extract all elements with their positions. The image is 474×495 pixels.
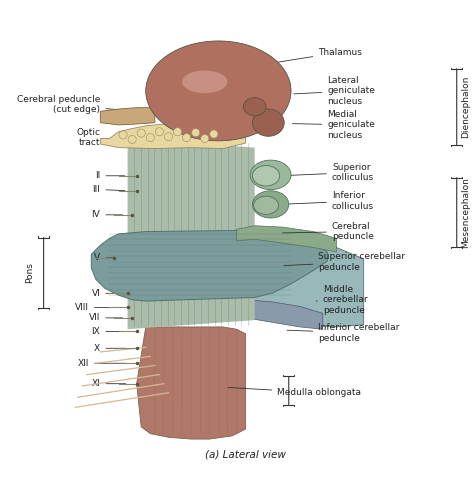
Text: Superior
colliculus: Superior colliculus bbox=[283, 163, 374, 182]
Text: Diencephalon: Diencephalon bbox=[461, 76, 470, 138]
Text: Middle
cerebellar
peduncle: Middle cerebellar peduncle bbox=[316, 285, 368, 315]
Text: Optic
tract: Optic tract bbox=[76, 128, 127, 148]
Text: V: V bbox=[94, 253, 113, 262]
Text: IX: IX bbox=[91, 327, 126, 336]
Text: Pons: Pons bbox=[26, 262, 35, 283]
Text: Cerebral peduncle
(cut edge): Cerebral peduncle (cut edge) bbox=[17, 95, 134, 114]
Polygon shape bbox=[219, 297, 323, 329]
Ellipse shape bbox=[253, 109, 284, 136]
Polygon shape bbox=[137, 327, 246, 439]
Circle shape bbox=[128, 135, 136, 144]
Polygon shape bbox=[91, 230, 328, 301]
Text: IV: IV bbox=[91, 210, 123, 219]
Ellipse shape bbox=[250, 160, 291, 190]
Ellipse shape bbox=[254, 196, 279, 214]
Text: VII: VII bbox=[89, 313, 123, 322]
Text: Medial
geniculate
nucleus: Medial geniculate nucleus bbox=[292, 110, 375, 140]
Text: Mesencephalon: Mesencephalon bbox=[461, 177, 470, 248]
Circle shape bbox=[173, 128, 182, 136]
Circle shape bbox=[191, 129, 200, 137]
Text: Lateral
geniculate
nucleus: Lateral geniculate nucleus bbox=[294, 76, 375, 106]
Polygon shape bbox=[100, 108, 155, 125]
Polygon shape bbox=[246, 229, 364, 327]
Text: (a) Lateral view: (a) Lateral view bbox=[205, 450, 286, 460]
Circle shape bbox=[201, 135, 209, 143]
Polygon shape bbox=[128, 139, 255, 329]
Text: XI: XI bbox=[91, 379, 126, 388]
Polygon shape bbox=[237, 226, 337, 252]
Text: X: X bbox=[94, 344, 126, 353]
Circle shape bbox=[182, 134, 191, 142]
Ellipse shape bbox=[253, 191, 289, 218]
Text: VIII: VIII bbox=[75, 303, 119, 312]
Circle shape bbox=[155, 128, 164, 136]
Text: III: III bbox=[92, 185, 125, 194]
Text: Inferior cerebellar
peduncle: Inferior cerebellar peduncle bbox=[287, 323, 400, 343]
Ellipse shape bbox=[146, 41, 291, 141]
Text: Thalamus: Thalamus bbox=[271, 48, 362, 63]
Ellipse shape bbox=[253, 165, 280, 186]
Text: II: II bbox=[95, 171, 125, 180]
Text: Superior cerebellar
peduncle: Superior cerebellar peduncle bbox=[284, 252, 405, 272]
Text: Inferior
colliculus: Inferior colliculus bbox=[283, 192, 374, 211]
Circle shape bbox=[137, 129, 146, 137]
Text: XII: XII bbox=[78, 359, 126, 368]
Ellipse shape bbox=[243, 98, 266, 116]
Ellipse shape bbox=[182, 70, 228, 93]
Text: Medulla oblongata: Medulla oblongata bbox=[228, 388, 361, 397]
Circle shape bbox=[119, 131, 127, 139]
Text: Cerebral
peduncle: Cerebral peduncle bbox=[283, 222, 374, 241]
Text: VI: VI bbox=[91, 289, 119, 298]
Polygon shape bbox=[100, 123, 246, 148]
Circle shape bbox=[210, 130, 218, 138]
Circle shape bbox=[164, 133, 173, 141]
Circle shape bbox=[146, 134, 155, 142]
